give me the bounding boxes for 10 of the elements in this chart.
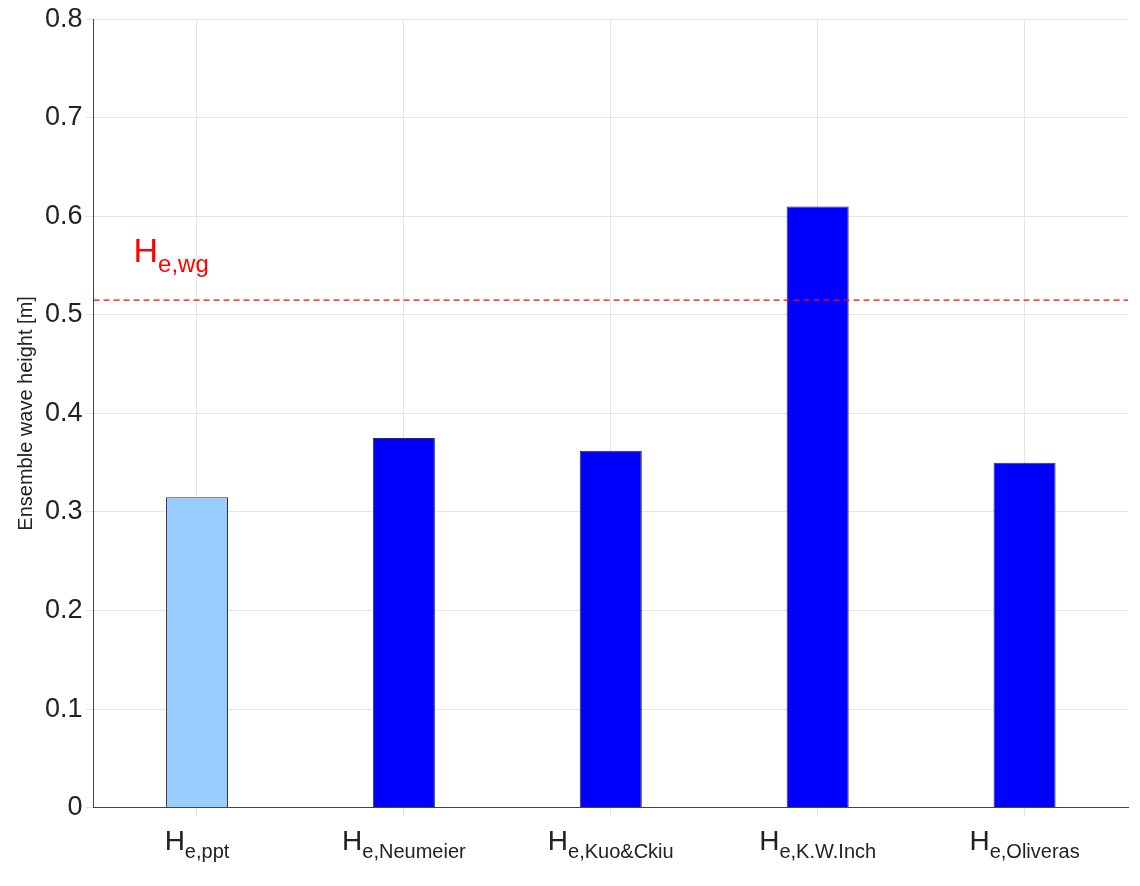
y-tick-label: 0.2 (44, 593, 83, 624)
y-tick-label: 0.1 (44, 692, 83, 723)
y-tick-label: 0 (67, 791, 83, 822)
y-tick-label: 0.7 (44, 101, 83, 132)
y-tick-label: 0.8 (44, 2, 83, 33)
y-axis-title: Ensemble wave height [m] (13, 296, 36, 531)
y-tick-label: 0.6 (44, 199, 83, 230)
y-tick-label: 0.4 (44, 396, 83, 427)
y-tick-label: 0.3 (44, 495, 83, 526)
y-tick-label: 0.5 (44, 298, 83, 329)
